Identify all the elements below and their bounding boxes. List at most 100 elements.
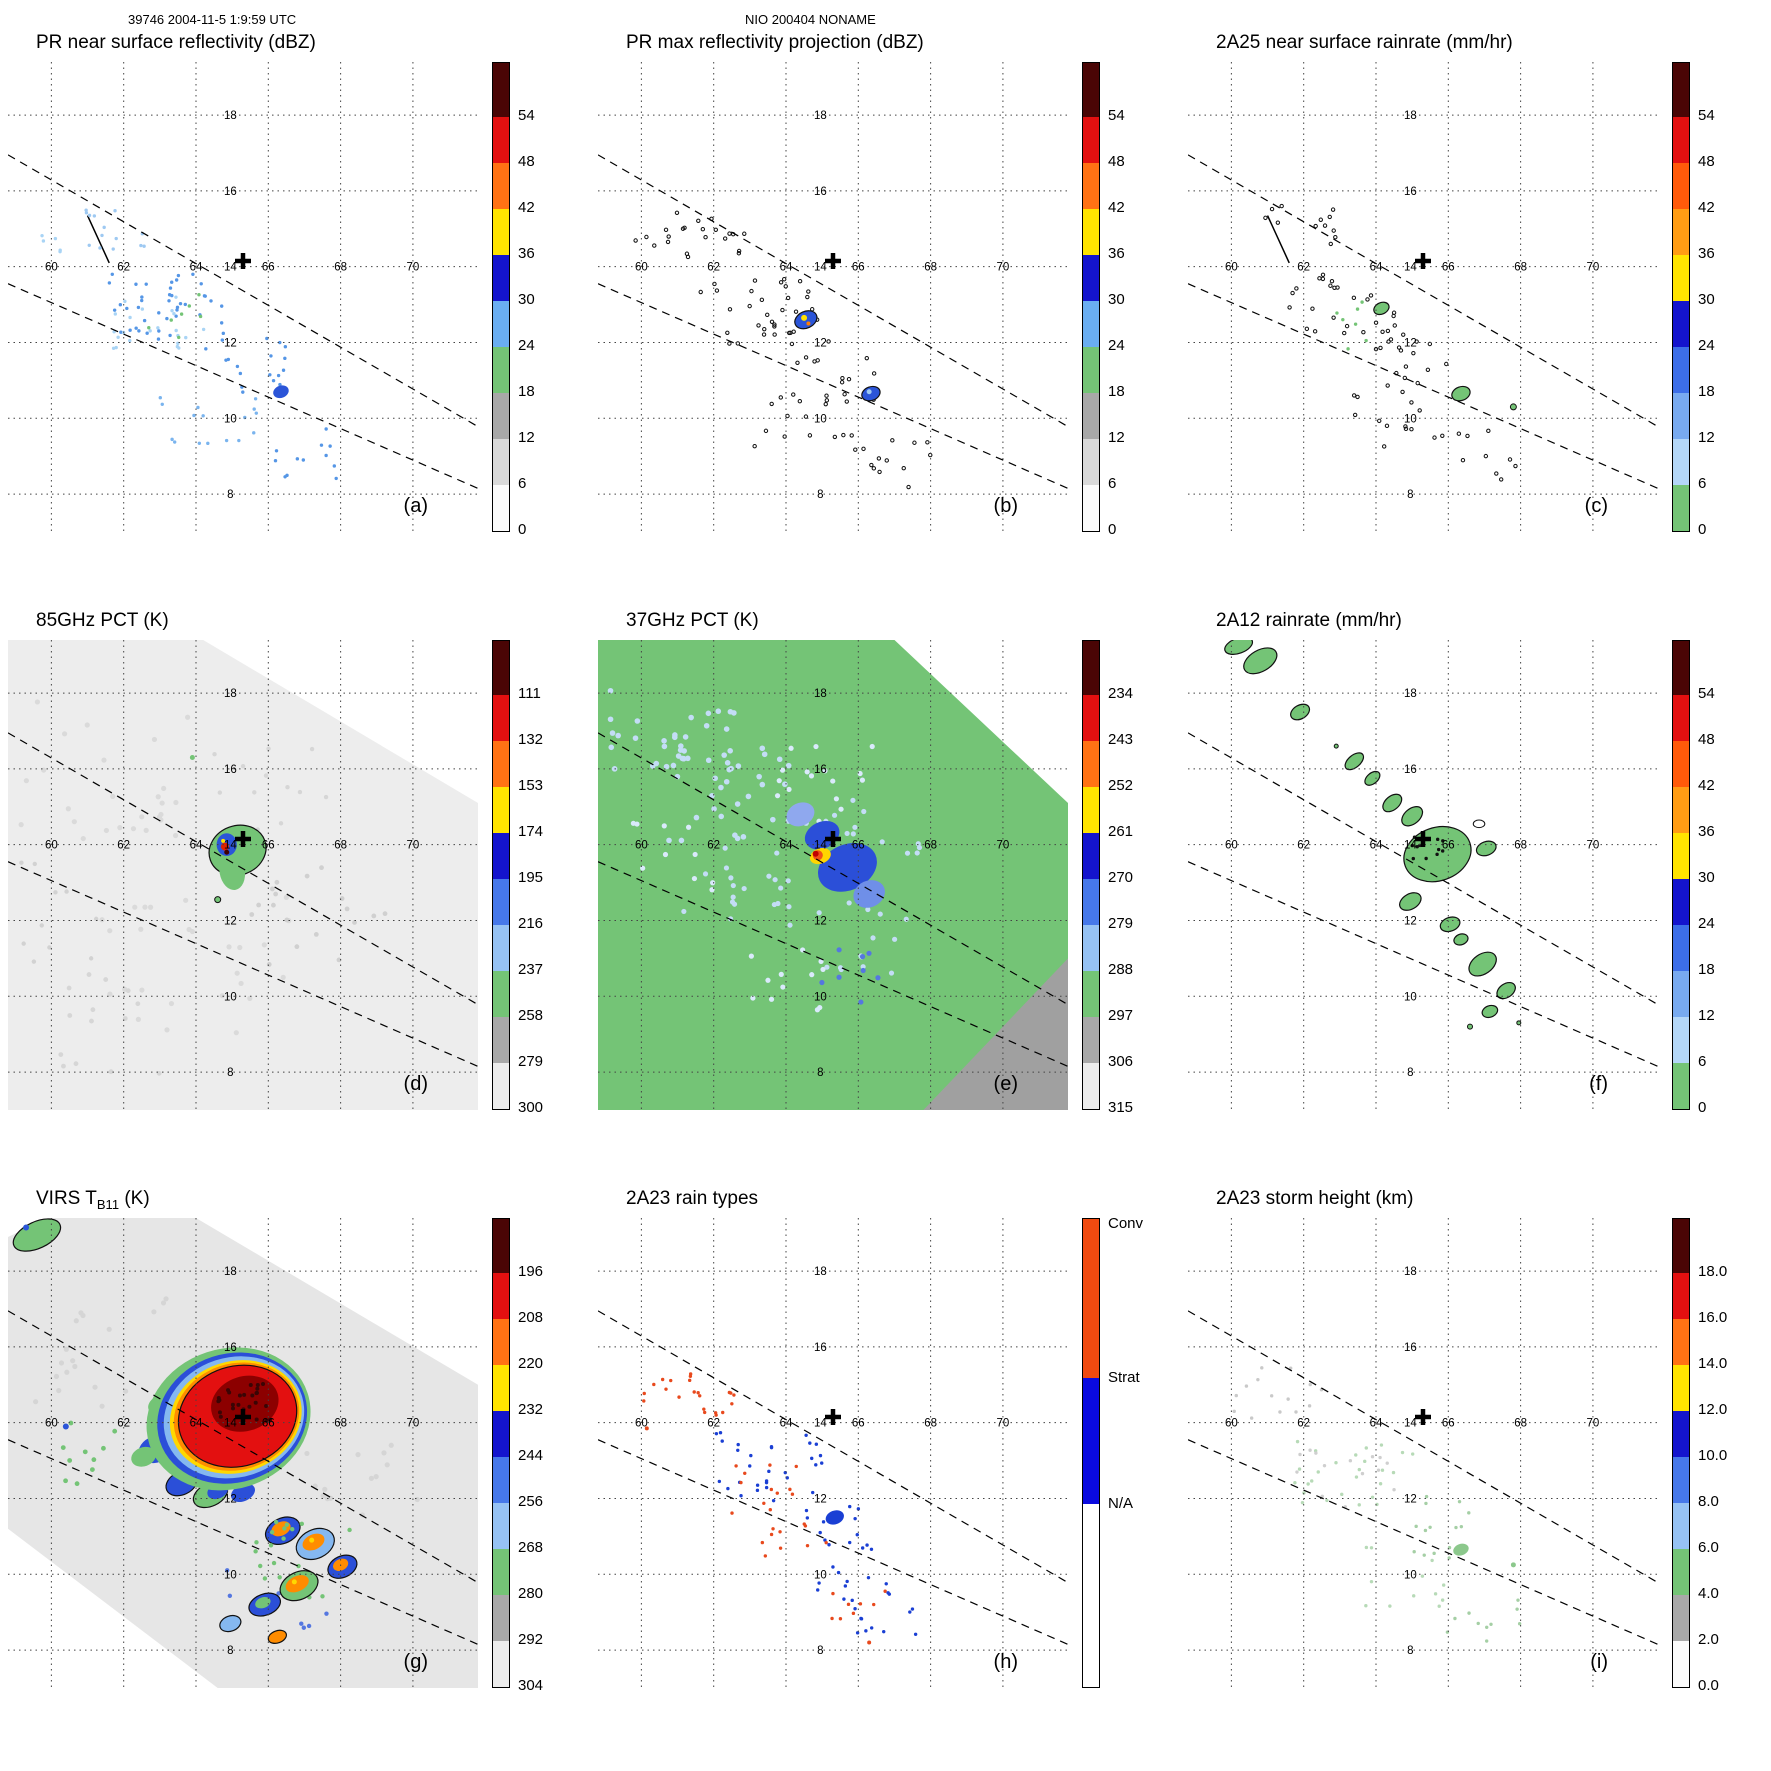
colorbar-tick-label: 6 [1108,475,1117,492]
colorbar-segment [1083,209,1099,255]
colorbar-tick-labels: 111 132 153 174 195 216 237 258 279 300 [518,640,584,1116]
svg-text:18: 18 [1404,688,1417,700]
svg-text:66: 66 [852,1418,865,1430]
panel-a: PR near surface reflectivity (dBZ) 60 62 6… [0,30,590,608]
colorbar-tick-label: 208 [518,1309,544,1326]
colorbar-segment [493,1063,509,1109]
colorbar-tick-label: 292 [518,1631,544,1648]
colorbar-tick-label: 279 [1108,915,1134,932]
map-area: 60 62 64 66 68 70 8 10 12 14 16 18 (a) [8,62,478,532]
colorbar-segment [493,971,509,1017]
colorbar-tick-labels: 54 48 42 36 30 24 18 12 6 0 [1698,62,1764,538]
colorbar-bar [1082,62,1100,532]
colorbar-bar [1672,62,1690,532]
colorbar-segment [493,1365,509,1411]
svg-text:66: 66 [1442,1418,1455,1430]
panel-e: 37GHz PCT (K) 60 62 64 66 68 70 8 10 12 14 16 18 (e… [590,608,1180,1186]
svg-text:60: 60 [635,262,648,274]
svg-text:18: 18 [224,688,237,700]
svg-text:18: 18 [814,110,827,122]
svg-text:16: 16 [224,1342,237,1354]
map-canvas: 60 62 64 66 68 70 8 10 12 14 16 18 [8,62,478,532]
panel-title: VIRS TB11 (K) [36,1188,150,1212]
colorbar-tick-label: 6 [518,475,527,492]
colorbar-tick-label: 174 [518,823,544,840]
panel-title-text: 2A23 rain types [626,1188,759,1209]
colorbar-segment [1083,925,1099,971]
svg-text:10: 10 [224,1569,237,1581]
colorbar-tick-labels: 18.0 16.0 14.0 12.0 10.0 8.0 6.0 4.0 2.0 0.0 [1698,1218,1764,1694]
colorbar-tick-label: 48 [1698,153,1715,170]
colorbar-tick-label: 10.0 [1698,1447,1728,1464]
colorbar-tick-label: 216 [518,915,544,932]
svg-text:18: 18 [1404,1266,1417,1278]
svg-text:68: 68 [334,840,347,852]
svg-text:16: 16 [814,764,827,776]
panel-title: 2A12 rainrate (mm/hr) [1216,610,1402,634]
colorbar-tick-label: 261 [1108,823,1134,840]
colorbar-segment [1673,63,1689,117]
panel-h: 2A23 rain types 60 62 64 66 68 70 8 10 12 14 16 18 … [590,1186,1180,1764]
colorbar-segment [493,641,509,695]
colorbar-tick-label: 306 [1108,1053,1134,1070]
svg-text:16: 16 [224,186,237,198]
svg-text:12: 12 [224,1493,237,1505]
colorbar-tick-label: 244 [518,1447,544,1464]
colorbar-segment [1673,209,1689,255]
panel-title: PR max reflectivity projection (dBZ) [626,32,924,56]
colorbar-tick-label: 36 [518,245,535,262]
colorbar-tick-label: 12 [1698,429,1715,446]
svg-text:16: 16 [814,186,827,198]
panel-c: 2A25 near surface rainrate (mm/hr) 60 62 6… [1180,30,1770,608]
orbit-header: 39746 2004-11-5 1:9:59 UTC [128,12,297,27]
map-canvas: 60 62 64 66 68 70 8 10 12 14 16 18 [598,640,1068,1110]
svg-text:64: 64 [190,840,203,852]
colorbar: 54 48 42 36 30 24 18 12 6 0 [492,62,586,538]
colorbar-tick-label: 153 [518,777,544,794]
colorbar-tick-label: 24 [1698,337,1715,354]
colorbar: 54 48 42 36 30 24 18 12 6 0 [1082,62,1176,538]
colorbar-tick-label: 0 [1108,521,1117,538]
svg-text:68: 68 [1514,1418,1527,1430]
svg-text:62: 62 [117,262,130,274]
colorbar-segment [1083,439,1099,485]
colorbar-segment [1083,347,1099,393]
colorbar-tick-label: 54 [518,107,535,124]
colorbar-bar [1672,1218,1690,1688]
svg-text:70: 70 [407,840,420,852]
colorbar-tick-label: 14.0 [1698,1355,1728,1372]
colorbar-bar [1082,640,1100,1110]
colorbar-segment [493,1503,509,1549]
svg-text:64: 64 [1370,262,1383,274]
colorbar-segment [1673,1641,1689,1687]
colorbar-segment [493,485,509,531]
svg-text:12: 12 [814,337,827,349]
svg-text:8: 8 [227,489,233,501]
panel-letter: (f) [1589,1073,1608,1095]
colorbar-tick-labels: 54 48 42 36 30 24 18 12 6 0 [518,62,584,538]
svg-text:14: 14 [814,262,827,274]
panel-title-text: PR near surface reflectivity (dBZ) [36,32,316,53]
colorbar-segment [1083,695,1099,741]
svg-text:16: 16 [224,764,237,776]
svg-text:18: 18 [814,1266,827,1278]
colorbar-segment [493,1641,509,1687]
colorbar-segment [493,1017,509,1063]
colorbar-segment [493,925,509,971]
colorbar-tick-label: 270 [1108,869,1134,886]
colorbar-tick-label: 111 [518,685,541,702]
svg-text:14: 14 [814,1418,827,1430]
colorbar: 18.0 16.0 14.0 12.0 10.0 8.0 6.0 4.0 2.0 0.0 [1672,1218,1766,1694]
panel-title: 2A23 rain types [626,1188,758,1212]
colorbar-bar [492,640,510,1110]
colorbar: 234 243 252 261 270 279 288 297 306 315 [1082,640,1176,1116]
svg-text:68: 68 [924,840,937,852]
panel-title: PR near surface reflectivity (dBZ) [36,32,316,56]
colorbar-tick-label: 0 [1698,1099,1707,1116]
panel-g: VIRS TB11 (K) 60 62 64 66 68 70 8 10 12 14 16 18 (g… [0,1186,590,1764]
svg-text:10: 10 [1404,1569,1417,1581]
colorbar-segment [1083,741,1099,787]
colorbar-segment [1673,301,1689,347]
colorbar-segment [1673,485,1689,531]
colorbar-bar [1672,640,1690,1110]
